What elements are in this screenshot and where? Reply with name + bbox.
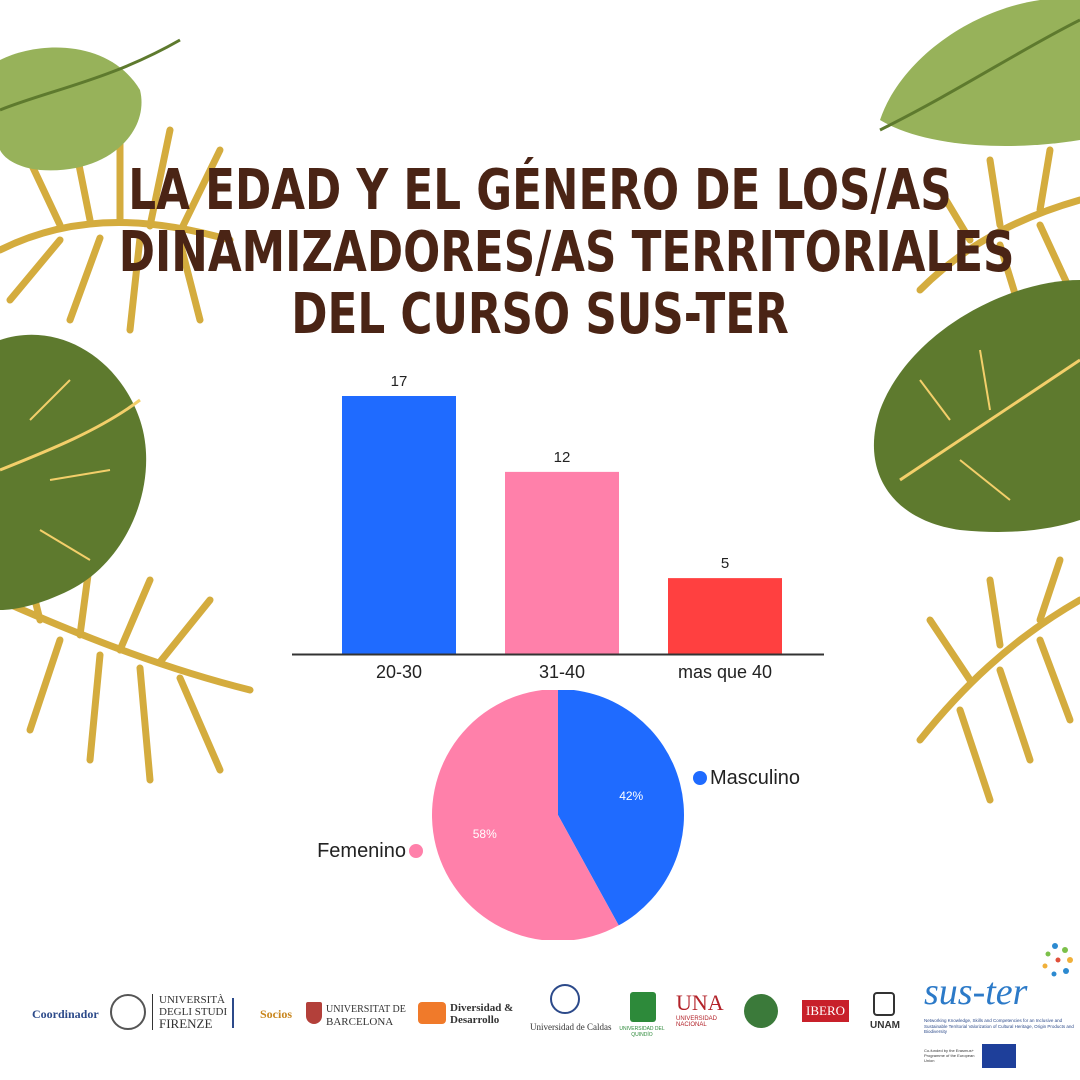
unam-shield-icon bbox=[873, 992, 895, 1016]
ibero-logo: IBERO bbox=[802, 1000, 849, 1022]
pie-percent-label: 58% bbox=[473, 827, 497, 841]
bar-20-30 bbox=[342, 396, 456, 654]
ub-logo: UNIVERSITAT DE BARCELONA bbox=[326, 1004, 406, 1028]
dd-logo-icon bbox=[418, 1002, 446, 1024]
quindio-logo-icon bbox=[630, 992, 656, 1022]
unifi-line-1: UNIVERSITÀ bbox=[159, 994, 225, 1006]
ub-line-2: BARCELONA bbox=[326, 1016, 394, 1028]
suster-dots-icon bbox=[1042, 943, 1073, 977]
legend-label-femenino: Femenino bbox=[317, 840, 406, 862]
x-tick-label: mas que 40 bbox=[678, 662, 772, 682]
separator bbox=[232, 998, 234, 1028]
caldas-seal-icon bbox=[550, 984, 580, 1014]
title-line-1: LA EDAD Y EL GÉNERO DE LOS/AS bbox=[128, 158, 952, 223]
monstera-leaf-left bbox=[0, 334, 147, 610]
quindio-logo: UNIVERSIDAD DEL QUINDÍO bbox=[619, 1026, 665, 1038]
page-title: LA EDAD Y EL GÉNERO DE LOS/AS DINAMIZADO… bbox=[118, 158, 1015, 347]
legend-marker-femenino bbox=[409, 844, 423, 858]
suster-tagline: Networking Knowledge, Skills and Compete… bbox=[924, 1018, 1074, 1034]
bar-mas-que-40 bbox=[668, 578, 782, 654]
legend-marker-masculino bbox=[693, 771, 707, 785]
x-tick-label: 20-30 bbox=[376, 662, 422, 682]
gender-pie-chart: 42% Masculino 58% Femenino bbox=[290, 690, 840, 950]
una-subtitle: UNIVERSIDAD NACIONAL bbox=[676, 1016, 718, 1028]
light-leaf-top-left bbox=[0, 38, 181, 171]
caldas-logo: Universidad de Caldas bbox=[530, 1022, 612, 1032]
unifi-seal-icon bbox=[110, 994, 146, 1030]
legend-label-masculino: Masculino bbox=[710, 767, 800, 789]
pie-percent-label: 42% bbox=[619, 789, 643, 803]
una-logo: UNA bbox=[676, 990, 724, 1015]
unifi-logo: UNIVERSITÀ DEGLI STUDI FIRENZE bbox=[152, 994, 227, 1030]
pie-slice-masculino bbox=[558, 690, 684, 926]
title-line-3: DEL CURSO SUS-TER bbox=[291, 282, 789, 347]
age-bar-chart: 17 20-30 12 31-40 5 mas que 40 bbox=[280, 360, 830, 690]
partner-logos-footer: Coordinador UNIVERSITÀ DEGLI STUDI FIREN… bbox=[0, 940, 1080, 1080]
ub-line-1: UNIVERSITAT DE bbox=[326, 1004, 406, 1015]
unifi-line-2: DEGLI STUDI bbox=[159, 1006, 228, 1018]
ub-shield-icon bbox=[306, 1002, 322, 1024]
bar-31-40 bbox=[505, 471, 619, 654]
monstera-leaf-right bbox=[873, 280, 1080, 532]
unifi-line-3: FIRENZE bbox=[159, 1016, 213, 1031]
title-line-2: DINAMIZADORES/AS TERRITORIALES bbox=[118, 220, 1015, 285]
light-leaf-top-right bbox=[879, 0, 1080, 146]
partners-label: Socios bbox=[260, 1007, 293, 1021]
eu-cofund-text: Co-funded by the Erasmus+ Programme of t… bbox=[924, 1048, 975, 1063]
bar-value-label: 12 bbox=[554, 449, 571, 466]
pie-slice-femenino bbox=[432, 690, 619, 941]
unam-logo: UNAM bbox=[870, 1020, 900, 1031]
seal-logo-icon bbox=[744, 994, 778, 1028]
x-tick-label: 31-40 bbox=[539, 662, 585, 682]
dd-line-1: Diversidad & bbox=[450, 1002, 514, 1014]
palm-frond-right bbox=[916, 146, 1080, 804]
dd-line-2: Desarrollo bbox=[450, 1014, 500, 1026]
palm-frond-top-left bbox=[0, 116, 234, 334]
bar-value-label: 5 bbox=[721, 555, 729, 572]
dd-logo: Diversidad & Desarrollo bbox=[450, 1002, 513, 1026]
eu-flag-icon bbox=[982, 1044, 1016, 1068]
suster-logo: sus-ter bbox=[924, 971, 1028, 1013]
bar-value-label: 17 bbox=[391, 373, 408, 390]
coordinator-label: Coordinador bbox=[32, 1007, 99, 1021]
